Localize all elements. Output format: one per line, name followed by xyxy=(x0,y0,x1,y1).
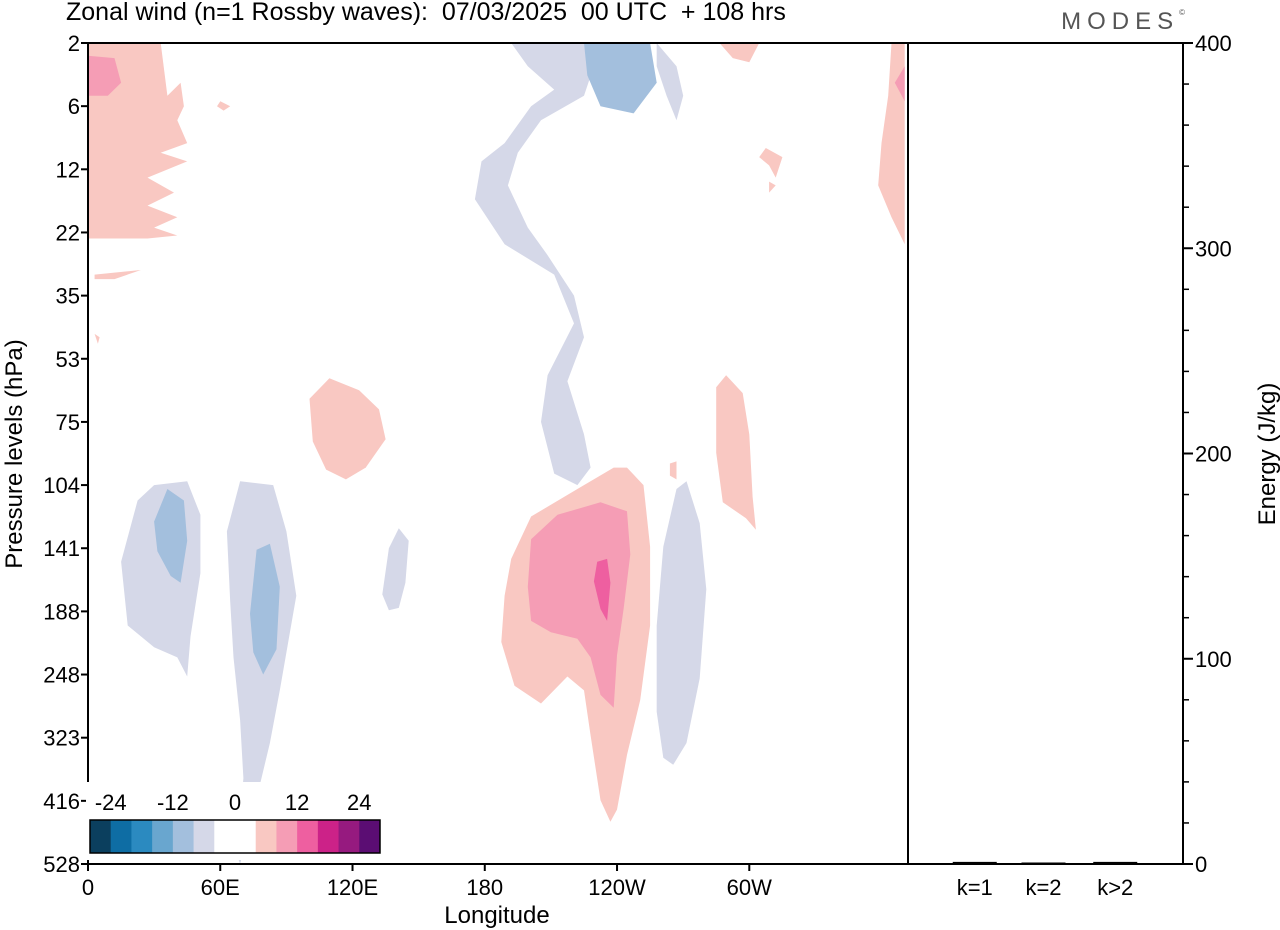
energy-tick-label: 400 xyxy=(1195,31,1232,56)
contour-neg-5 xyxy=(154,489,188,583)
colorbar-swatch xyxy=(235,820,257,853)
energy-tick-label: 200 xyxy=(1195,442,1232,467)
contour-pos-10 xyxy=(716,375,756,530)
y-tick-label: 323 xyxy=(43,726,80,751)
energy-category-label: k=1 xyxy=(957,875,993,900)
colorbar-label: -24 xyxy=(95,790,127,815)
contour-pos-6 xyxy=(309,378,386,480)
contour-pos-8 xyxy=(527,502,631,708)
contour-neg-6 xyxy=(226,481,297,864)
contour-pos-0-3 xyxy=(94,270,141,280)
contour-neg-3 xyxy=(656,43,684,121)
colorbar-label: -12 xyxy=(157,790,189,815)
y-tick-label: 104 xyxy=(43,473,80,498)
energy-tick-label: 100 xyxy=(1195,647,1232,672)
x-tick-label: 0 xyxy=(82,875,94,900)
chart-title: Zonal wind (n=1 Rossby waves): 07/03/202… xyxy=(66,0,786,26)
y-tick-label: 416 xyxy=(43,789,80,814)
y-tick-label: 75 xyxy=(56,410,80,435)
colorbar-swatch xyxy=(172,820,195,853)
y-tick-label: 12 xyxy=(56,157,80,182)
colorbar-swatch xyxy=(193,820,215,853)
x-axis-title: Longitude xyxy=(444,902,549,929)
contour-pos-11 xyxy=(669,461,677,480)
colorbar-border xyxy=(89,819,381,854)
contour-neg-1 xyxy=(474,43,594,486)
contour-pos-4 xyxy=(878,43,905,245)
energy-axis-title: Energy (J/kg) xyxy=(1254,383,1280,526)
energy-frame xyxy=(907,42,1184,865)
y-tick-label: 2 xyxy=(68,31,80,56)
brand-name: MODES xyxy=(1061,8,1180,35)
contour-neg-8 xyxy=(382,528,409,611)
colorbar-label: 24 xyxy=(347,790,371,815)
y-tick-label: 141 xyxy=(43,536,80,561)
colorbar-swatch xyxy=(110,820,132,853)
y-tick-label: 528 xyxy=(43,852,80,877)
y-axis-title: Pressure levels (hPa) xyxy=(1,339,28,568)
contour-pos-5 xyxy=(894,66,905,102)
contour-pos-0-1 xyxy=(88,43,188,239)
y-tick-label: 22 xyxy=(56,220,80,245)
contour-neg-7 xyxy=(250,543,280,675)
contour-pos-9 xyxy=(593,558,611,621)
y-tick-label: 53 xyxy=(56,347,80,372)
colorbar-swatch xyxy=(255,820,277,853)
energy-bar xyxy=(1021,862,1066,864)
energy-tick-label: 300 xyxy=(1195,236,1232,261)
contour-pos-0-4 xyxy=(94,333,100,344)
energy-category-label: k>2 xyxy=(1097,875,1133,900)
contour-pos-0-2 xyxy=(88,55,122,96)
y-tick-label: 248 xyxy=(43,663,80,688)
colorbar-swatch xyxy=(131,820,153,853)
y-tick-label: 35 xyxy=(56,284,80,309)
contour-pos-3 xyxy=(769,181,776,193)
colorbar-swatch xyxy=(297,820,319,853)
x-tick-label: 120E xyxy=(327,875,378,900)
colorbar-swatch xyxy=(214,820,236,853)
colorbar-swatch xyxy=(317,820,340,853)
y-tick-label: 188 xyxy=(43,599,80,624)
x-tick-label: 120W xyxy=(588,875,646,900)
contour-pos-0-5 xyxy=(217,101,231,111)
contour-neg-2 xyxy=(584,43,657,114)
x-tick-label: 60E xyxy=(201,875,240,900)
contour-neg-9 xyxy=(656,481,707,765)
y-tick-label: 6 xyxy=(68,94,80,119)
colorbar-swatch xyxy=(152,820,174,853)
colorbar-label: 0 xyxy=(229,790,241,815)
energy-category-label: k=2 xyxy=(1025,875,1061,900)
colorbar: -24 -12 0 12 24 xyxy=(86,782,384,860)
brand-mark: © xyxy=(1179,8,1185,17)
colorbar-swatch xyxy=(90,820,112,853)
energy-bar xyxy=(952,861,997,864)
colorbar-swatch xyxy=(338,820,360,853)
energy-tick-label: 0 xyxy=(1195,852,1207,877)
heatmap-layer xyxy=(88,43,905,864)
x-tick-label: 180 xyxy=(466,875,503,900)
energy-bar-panel: 0 100 200 300 400 k=1 k=2 k>2 xyxy=(907,31,1232,900)
energy-bar xyxy=(1093,861,1138,864)
contour-pos-2 xyxy=(759,148,783,178)
colorbar-swatch xyxy=(359,820,381,853)
colorbar-swatch xyxy=(276,820,298,853)
contour-pos-1 xyxy=(719,43,760,63)
colorbar-label: 12 xyxy=(285,790,309,815)
modes-logo: MODES© xyxy=(1061,8,1185,36)
x-tick-label: 60W xyxy=(727,875,772,900)
